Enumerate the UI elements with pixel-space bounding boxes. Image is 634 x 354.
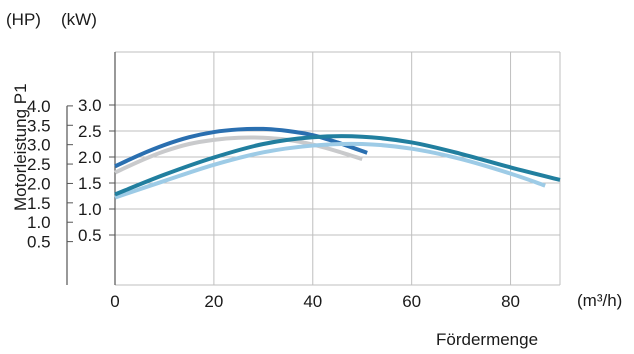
hp-tick-label: 2.0 xyxy=(27,174,51,193)
kw-tick-label: 1.0 xyxy=(78,200,102,219)
grid xyxy=(115,51,561,286)
series-line-3 xyxy=(114,141,546,200)
axes: 0 20 40 60 800.51.01.52.02.53.00.51.01.52.02… xyxy=(27,52,520,311)
hp-tick-label: 1.0 xyxy=(27,213,51,232)
kw-unit-label: (kW) xyxy=(61,10,97,29)
hp-tick-label: 3.0 xyxy=(27,136,51,155)
x-tick-label: 40 xyxy=(303,292,322,311)
hp-tick-label: 2.5 xyxy=(27,155,51,174)
x-tick-label: 0 xyxy=(110,292,119,311)
y-axis-title: Motorleistung P1 xyxy=(11,83,30,211)
kw-tick-label: 1.5 xyxy=(78,174,102,193)
x-unit-label: (m³/h) xyxy=(577,291,622,310)
hp-tick-label: 1.5 xyxy=(27,194,51,213)
kw-tick-label: 2.5 xyxy=(78,122,102,141)
labels: (HP) (kW) Motorleistung P1 (m³/h) Förder… xyxy=(6,10,622,349)
hp-tick-label: 0.5 xyxy=(27,233,51,252)
x-axis-title: Fördermenge xyxy=(436,330,538,349)
hp-tick-label: 3.5 xyxy=(27,116,51,135)
x-tick-label: 20 xyxy=(204,292,223,311)
kw-tick-label: 3.0 xyxy=(78,96,102,115)
series-group xyxy=(114,126,561,200)
kw-tick-label: 0.5 xyxy=(78,226,102,245)
series-line-4 xyxy=(114,134,561,197)
hp-unit-label: (HP) xyxy=(6,10,41,29)
x-tick-label: 80 xyxy=(501,292,520,311)
hp-tick-label: 4.0 xyxy=(27,97,51,116)
kw-tick-label: 2.0 xyxy=(78,148,102,167)
x-tick-label: 60 xyxy=(402,292,421,311)
